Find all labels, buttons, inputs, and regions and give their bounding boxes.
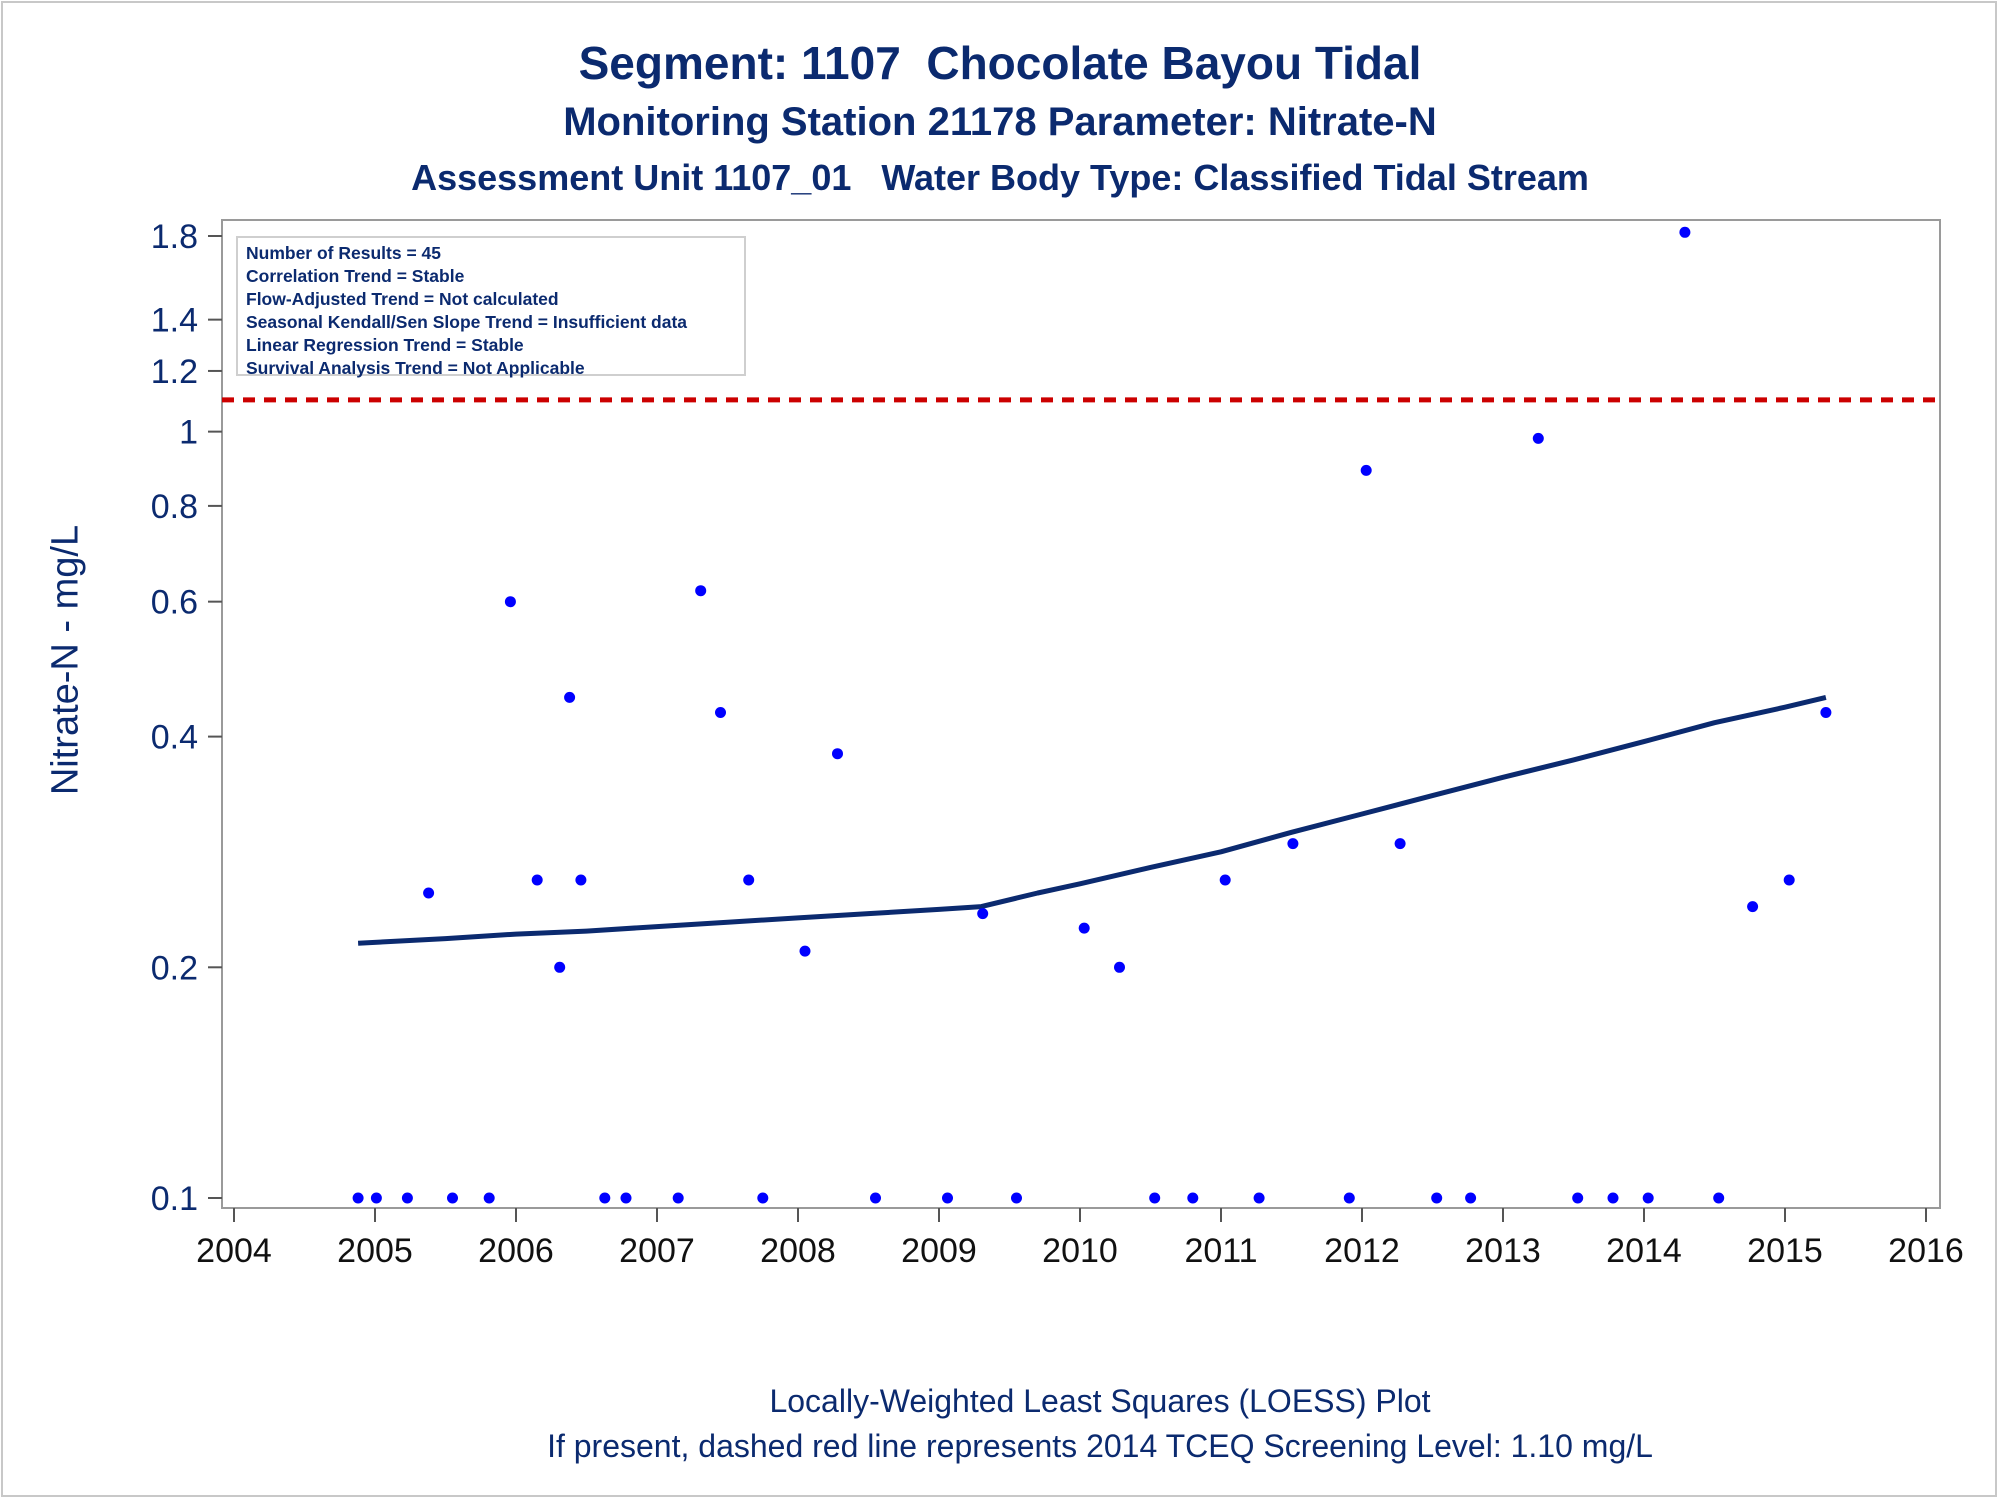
data-point <box>715 707 726 718</box>
y-tick-label: 1 <box>179 414 198 452</box>
x-axis: 2004 2005 2006 2007 2008 2009 2010 2011 2012 2013… <box>196 1208 1964 1270</box>
data-point <box>1394 838 1406 850</box>
x-tick-label: 2014 <box>1606 1232 1682 1270</box>
data-point <box>1465 1192 1477 1204</box>
x-tick-label: 2013 <box>1465 1232 1541 1270</box>
data-point <box>1532 432 1544 444</box>
data-point <box>743 874 755 886</box>
data-point <box>483 1192 495 1204</box>
chart-subtitle-assessment: Assessment Unit 1107_01 Water Body Type:… <box>411 157 1589 198</box>
data-point <box>870 1192 881 1204</box>
x-tick-label: 2015 <box>1747 1232 1823 1270</box>
y-tick-label: 0.6 <box>151 584 198 622</box>
y-tick-label: 1.2 <box>151 353 198 391</box>
data-point <box>672 1192 684 1204</box>
footnote-loess: Locally-Weighted Least Squares (LOESS) P… <box>769 1383 1431 1419</box>
data-point <box>977 908 989 920</box>
y-tick-label: 0.1 <box>151 1180 198 1218</box>
data-point <box>575 874 587 886</box>
data-point <box>1360 464 1372 476</box>
y-tick-label: 0.4 <box>151 719 198 757</box>
data-point <box>1114 961 1125 973</box>
data-point <box>757 1192 769 1204</box>
data-point <box>1431 1192 1443 1204</box>
info-results-count: Number of Results = 45 <box>246 243 441 263</box>
data-point <box>1011 1192 1022 1204</box>
data-point <box>1642 1192 1654 1204</box>
info-survival-analysis-trend: Survival Analysis Trend = Not Applicable <box>246 358 585 378</box>
y-axis: 0.1 0.2 0.4 0.6 0.8 1 1.2 1.4 1.8 <box>151 218 222 1218</box>
data-point <box>401 1192 413 1204</box>
data-point <box>599 1192 611 1204</box>
data-point <box>1713 1192 1725 1204</box>
data-point <box>1679 226 1691 238</box>
data-point <box>1607 1192 1619 1204</box>
x-tick-label: 2008 <box>760 1232 836 1270</box>
x-tick-label: 2007 <box>619 1232 695 1270</box>
x-tick-label: 2009 <box>901 1232 977 1270</box>
chart-subtitle-station: Monitoring Station 21178 Parameter: Nitr… <box>563 100 1437 144</box>
data-points-layer <box>352 226 1832 1204</box>
data-point <box>1078 922 1090 934</box>
info-flow-adjusted-trend: Flow-Adjusted Trend = Not calculated <box>246 289 559 309</box>
data-point <box>531 874 543 886</box>
info-correlation-trend: Correlation Trend = Stable <box>246 266 465 286</box>
data-point <box>1287 838 1299 850</box>
data-point <box>423 887 435 899</box>
trend-info-box: Number of Results = 45 Correlation Trend… <box>236 236 746 378</box>
data-point <box>1253 1192 1265 1204</box>
data-point <box>1747 901 1759 913</box>
info-seasonal-kendall-trend: Seasonal Kendall/Sen Slope Trend = Insuf… <box>246 312 688 332</box>
data-point <box>832 748 843 760</box>
footnote-screening-level: If present, dashed red line represents 2… <box>547 1428 1653 1464</box>
x-tick-label: 2005 <box>337 1232 413 1270</box>
y-tick-label: 0.8 <box>151 488 198 526</box>
data-point <box>1783 874 1795 886</box>
y-tick-label: 0.2 <box>151 949 198 987</box>
x-tick-label: 2011 <box>1184 1232 1257 1270</box>
y-tick-label: 1.4 <box>151 302 198 340</box>
x-tick-label: 2012 <box>1324 1232 1400 1270</box>
data-point <box>554 961 566 973</box>
data-point <box>1343 1192 1355 1204</box>
data-point <box>1572 1192 1584 1204</box>
x-tick-label: 2016 <box>1888 1232 1964 1270</box>
data-point <box>1219 874 1231 886</box>
x-tick-label: 2006 <box>478 1232 554 1270</box>
data-point <box>447 1192 458 1204</box>
loess-layer <box>357 694 1827 946</box>
data-point <box>1820 707 1832 718</box>
info-linear-regression-trend: Linear Regression Trend = Stable <box>246 335 524 355</box>
x-tick-label: 2004 <box>196 1232 272 1270</box>
data-point <box>1149 1192 1161 1204</box>
data-point <box>504 596 516 608</box>
data-point <box>352 1192 364 1204</box>
data-point <box>620 1192 632 1204</box>
data-point <box>799 945 811 957</box>
data-point <box>370 1192 382 1204</box>
data-point <box>564 691 576 703</box>
y-tick-label: 1.8 <box>151 218 198 256</box>
data-point <box>942 1192 953 1204</box>
loess-line <box>357 694 1827 946</box>
chart-title: Segment: 1107 Chocolate Bayou Tidal <box>578 37 1422 89</box>
data-point <box>1187 1192 1199 1204</box>
x-tick-label: 2010 <box>1042 1232 1118 1270</box>
data-point <box>695 585 707 597</box>
